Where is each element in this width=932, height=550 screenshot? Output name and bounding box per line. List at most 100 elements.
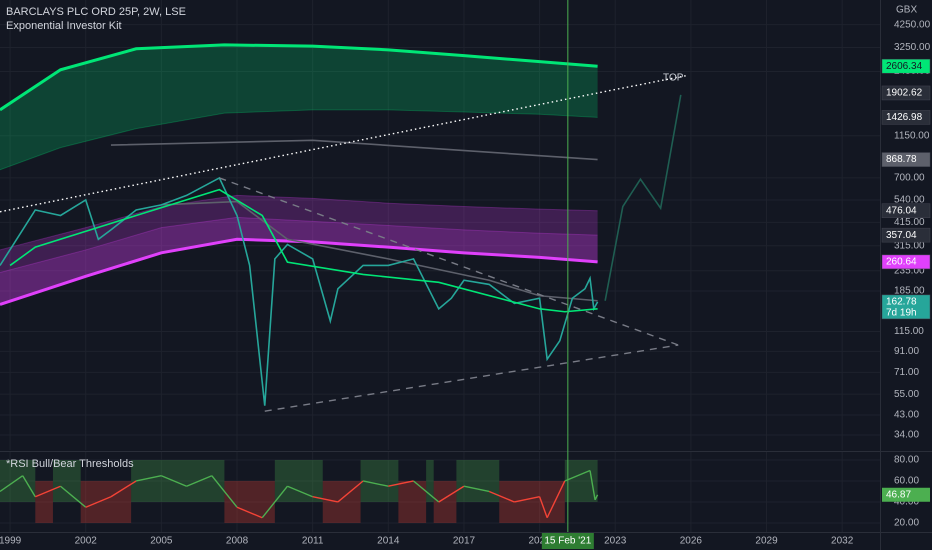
band-fill (0, 195, 598, 305)
y-tick-label: 1150.00 (894, 130, 930, 141)
price-label: 1426.98 (886, 112, 923, 123)
rsi-line (337, 480, 364, 503)
y-tick-label: 60.00 (894, 476, 919, 487)
price-label: 357.04 (886, 230, 917, 241)
rsi-line (35, 485, 61, 498)
bear-zones (433, 480, 457, 523)
price-label-box (881, 254, 931, 270)
rsi-title: *RSI Bull/Bear Thresholds (6, 458, 134, 470)
y-tick-label: 3250.00 (894, 42, 931, 53)
y-tick-label: 80.00 (894, 455, 919, 466)
y-tick-label: 315.00 (894, 240, 925, 251)
price-label-box (881, 203, 931, 218)
rsi-line (0, 475, 24, 493)
bull-zones (0, 459, 36, 502)
price-label-box (881, 227, 931, 243)
chart-subtitle: Exponential Investor Kit (6, 20, 122, 32)
rsi-line (261, 485, 288, 519)
band-lower (0, 109, 598, 171)
rsi-line (161, 475, 187, 487)
y-tick-label: 235.00 (894, 265, 925, 276)
cursor-label-box (541, 533, 594, 549)
band-fill (0, 217, 598, 305)
y-tick-label: 91.00 (894, 346, 919, 357)
annotation: TOP (663, 72, 684, 83)
bull-zones (52, 459, 81, 502)
line (9, 188, 598, 313)
rsi-line (110, 480, 137, 498)
rsi-line (236, 506, 263, 519)
price-label-box (881, 294, 931, 320)
cursor-label: 15 Feb '21 (544, 536, 591, 547)
bear-zones (35, 480, 53, 523)
y-tick-label: 540.00 (894, 195, 925, 206)
rsi-line (488, 490, 515, 503)
dashed-line (264, 344, 679, 412)
rsi-line (589, 470, 596, 500)
bear-zones (80, 480, 132, 523)
x-tick-label: 2011 (302, 536, 324, 547)
y-tick-label: 43.00 (894, 410, 919, 421)
band-middle (0, 216, 598, 274)
band-fill (0, 44, 598, 170)
rsi-line (388, 480, 414, 487)
y-tick-label: 34.00 (894, 430, 919, 441)
bear-zones (499, 480, 565, 523)
rsi-line (438, 485, 465, 503)
price-label: 1902.62 (886, 88, 923, 99)
y-tick-label: 4250.00 (894, 19, 931, 30)
y-tick-label: 20.00 (894, 518, 919, 529)
y-tick-label: 71.00 (894, 367, 919, 378)
rsi-line (211, 475, 238, 508)
plot: TOP (0, 0, 880, 532)
price-label-box (881, 58, 931, 74)
y-tick-label: 700.00 (894, 173, 925, 184)
rsi-line (538, 496, 548, 518)
band-upper (0, 43, 598, 112)
rsi-line (312, 496, 339, 503)
rsi-line (564, 469, 591, 482)
x-tick-label: 1999 (0, 536, 22, 547)
y-tick-label: 415.00 (894, 217, 925, 228)
rsi-line (287, 485, 313, 498)
y-tick-label: 115.00 (894, 326, 924, 337)
rsi-line (463, 485, 490, 493)
price-label: 868.78 (886, 154, 917, 165)
y-tick-label: 55.00 (894, 389, 919, 400)
line (604, 94, 682, 301)
countdown: 7d 19h (886, 308, 917, 319)
y-tick-label: 40.00 (894, 497, 919, 508)
price-label: 2606.34 (886, 61, 923, 72)
x-tick-label: 2002 (75, 536, 98, 547)
bull-zones (274, 459, 323, 502)
rsi-line (60, 485, 87, 508)
line (0, 176, 599, 406)
price-label: 260.64 (886, 257, 917, 268)
price-label-box (881, 110, 931, 125)
rsi-line (186, 475, 213, 487)
x-tick-label: 2029 (755, 536, 778, 547)
price-label: 476.04 (886, 205, 917, 216)
rsi-line (85, 496, 112, 508)
rsi-line (594, 494, 599, 501)
rsi-line (514, 496, 540, 503)
bull-zones (426, 459, 434, 502)
price-label-box (881, 85, 931, 101)
x-tick-label: 2020 (528, 536, 551, 547)
rsi-line (413, 480, 440, 503)
chart-title: BARCLAYS PLC ORD 25P, 2W, LSE (6, 6, 186, 18)
band-lower (0, 237, 598, 306)
y-tick-label: 185.00 (894, 286, 925, 297)
x-tick-label: 2026 (680, 536, 703, 547)
y-axis-label: GBX (896, 5, 917, 16)
x-tick-label: 2023 (604, 536, 627, 547)
line (110, 139, 598, 161)
bull-zones (131, 459, 225, 502)
bull-zones (456, 459, 500, 502)
x-tick-label: 2032 (831, 536, 854, 547)
band-upper (0, 194, 598, 251)
x-tick-label: 2017 (453, 536, 476, 547)
dashed-line (219, 177, 679, 346)
rsi-line (362, 480, 389, 487)
